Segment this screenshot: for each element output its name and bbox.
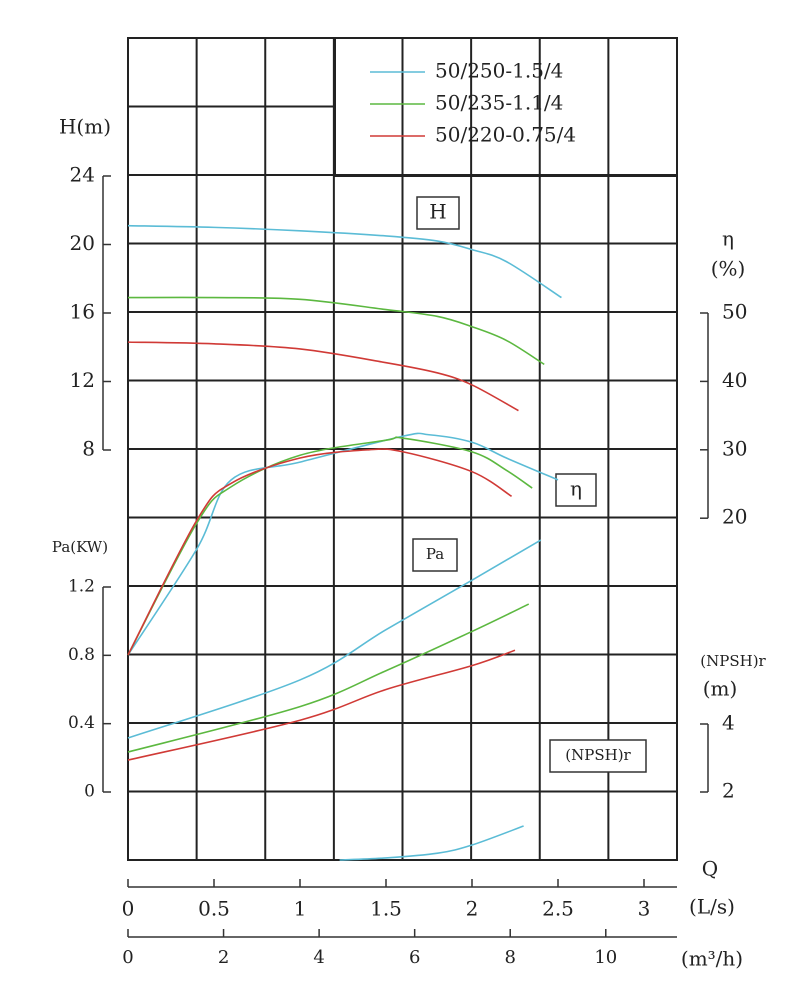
y-axis-label: H(m) <box>59 115 111 139</box>
x-tick-label: 0 <box>122 897 135 921</box>
legend-label: 50/250-1.5/4 <box>435 59 563 83</box>
x2-tick-label: 6 <box>409 947 420 968</box>
y-tick-label: 20 <box>722 505 747 529</box>
curve-label-box <box>416 196 460 230</box>
x2-tick-label: 10 <box>594 947 617 968</box>
curve <box>127 224 562 299</box>
curve-label: H <box>429 200 446 224</box>
legend-label: 50/235-1.1/4 <box>435 91 563 115</box>
y-tick-label: 8 <box>82 437 95 461</box>
curve-label: η <box>570 477 582 501</box>
x-tick-label: 2 <box>466 897 479 921</box>
y-tick-label: 20 <box>70 231 95 255</box>
y-tick-label: 40 <box>722 368 747 392</box>
y-axis-label: η <box>722 227 734 251</box>
curve-label: (NPSH)r <box>565 746 631 764</box>
y-tick-label: 4 <box>722 711 735 735</box>
x-axis-label: Q <box>702 857 718 881</box>
curve-label-box <box>412 538 458 572</box>
y-tick-label: 24 <box>70 163 95 187</box>
y-axis-label: (NPSH)r <box>700 652 766 670</box>
curve <box>127 603 530 753</box>
y-axis-unit: (%) <box>711 257 746 281</box>
y-axis-unit: (m) <box>703 677 738 701</box>
curve <box>127 539 542 739</box>
curve <box>127 649 516 761</box>
x-tick-label: 3 <box>638 897 651 921</box>
legend-box <box>334 37 678 177</box>
x2-tick-label: 2 <box>218 947 229 968</box>
x2-tick-label: 8 <box>504 947 515 968</box>
curve-label: Pa <box>426 545 444 563</box>
curve <box>127 448 512 656</box>
x2-tick-label: 4 <box>313 947 324 968</box>
y-tick-label: 30 <box>722 436 747 460</box>
y-tick-label: 12 <box>70 368 95 392</box>
x2-tick-label: 0 <box>122 947 133 968</box>
curve <box>339 825 524 861</box>
y-tick-label: 0 <box>84 782 95 802</box>
x2-axis-unit: (m³/h) <box>681 947 743 971</box>
y-tick-label: 2 <box>722 779 735 803</box>
x-tick-label: 1.5 <box>370 897 402 921</box>
x-tick-label: 1 <box>294 897 307 921</box>
y-tick-label: 0.8 <box>68 645 95 665</box>
x-axis-unit: (L/s) <box>689 895 735 919</box>
y-tick-label: 16 <box>70 300 95 324</box>
y-tick-label: 50 <box>722 300 747 324</box>
legend-label: 50/220-0.75/4 <box>435 123 576 147</box>
curve <box>127 432 559 656</box>
y-axis-label: Pa(KW) <box>52 538 108 556</box>
curve-label-box <box>555 473 597 507</box>
curve <box>127 296 545 366</box>
curve-label-box <box>549 739 647 773</box>
curve <box>127 436 533 656</box>
curve <box>127 341 519 412</box>
x-tick-label: 2.5 <box>542 897 574 921</box>
x-tick-label: 0.5 <box>198 897 230 921</box>
y-tick-label: 1.2 <box>68 577 95 597</box>
y-tick-label: 0.4 <box>68 713 95 733</box>
